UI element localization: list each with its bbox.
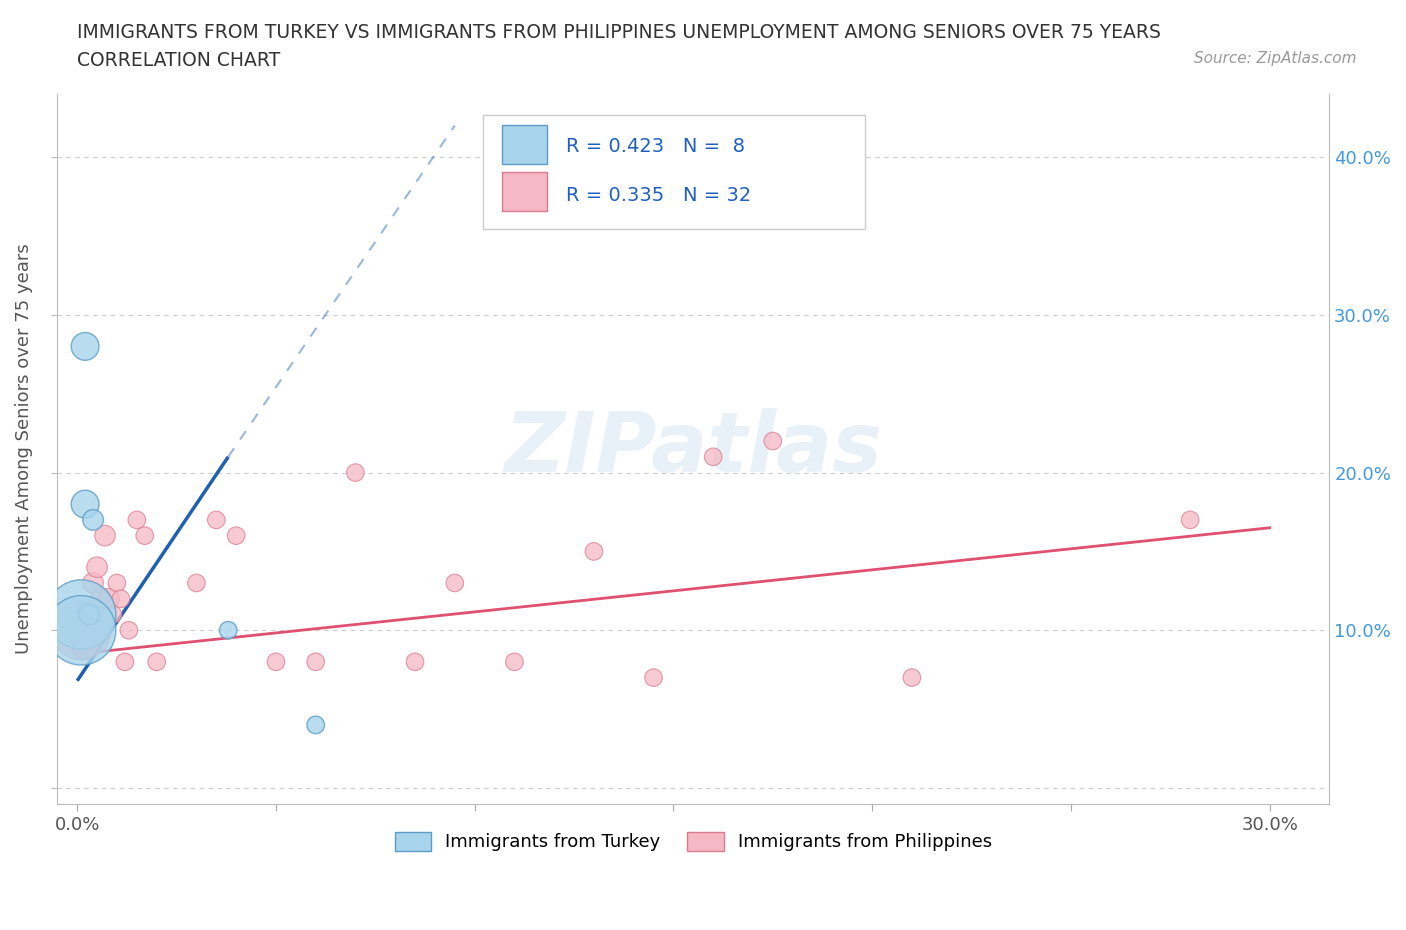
Point [702, 449, 724, 464]
Point [503, 655, 526, 670]
Text: Source: ZipAtlas.com: Source: ZipAtlas.com [1194, 51, 1357, 66]
FancyBboxPatch shape [484, 115, 865, 229]
Point [82, 623, 104, 638]
Text: R = 0.335   N = 32: R = 0.335 N = 32 [567, 186, 751, 206]
Point [77, 607, 100, 622]
Point [901, 671, 924, 685]
Point [70, 623, 93, 638]
Legend: Immigrants from Turkey, Immigrants from Philippines: Immigrants from Turkey, Immigrants from … [387, 825, 1000, 858]
Point [582, 544, 605, 559]
Point [225, 528, 247, 543]
Point [77, 607, 100, 622]
Point [98, 591, 121, 606]
Point [762, 433, 785, 448]
Point [94, 528, 117, 543]
Point [82, 512, 104, 527]
Point [1178, 512, 1201, 527]
Point [305, 717, 328, 732]
Point [86, 560, 108, 575]
Text: CORRELATION CHART: CORRELATION CHART [77, 51, 281, 70]
FancyBboxPatch shape [502, 172, 547, 211]
Point [217, 623, 239, 638]
Point [404, 655, 426, 670]
Point [443, 576, 465, 591]
Y-axis label: Unemployment Among Seniors over 75 years: Unemployment Among Seniors over 75 years [15, 244, 32, 655]
Point [643, 671, 665, 685]
Point [101, 607, 124, 622]
Point [114, 655, 136, 670]
Point [70, 623, 93, 638]
Point [90, 591, 112, 606]
Point [305, 655, 328, 670]
Point [75, 339, 97, 353]
Point [134, 528, 156, 543]
FancyBboxPatch shape [502, 125, 547, 164]
Point [105, 576, 128, 591]
Point [70, 607, 93, 622]
Point [118, 623, 141, 638]
Point [82, 576, 104, 591]
Point [186, 576, 208, 591]
Text: R = 0.423   N =  8: R = 0.423 N = 8 [567, 137, 745, 155]
Point [264, 655, 287, 670]
Point [344, 465, 367, 480]
Point [75, 497, 97, 512]
Text: ZIPatlas: ZIPatlas [505, 408, 882, 489]
Point [125, 512, 148, 527]
Point [205, 512, 228, 527]
Point [145, 655, 167, 670]
Point [75, 639, 97, 654]
Point [110, 591, 132, 606]
Text: IMMIGRANTS FROM TURKEY VS IMMIGRANTS FROM PHILIPPINES UNEMPLOYMENT AMONG SENIORS: IMMIGRANTS FROM TURKEY VS IMMIGRANTS FRO… [77, 23, 1161, 42]
